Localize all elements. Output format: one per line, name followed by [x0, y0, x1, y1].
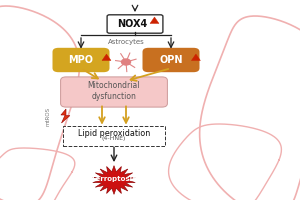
Polygon shape: [150, 17, 159, 23]
Text: mtROS: mtROS: [46, 106, 50, 126]
FancyBboxPatch shape: [107, 15, 163, 33]
Circle shape: [122, 59, 130, 65]
FancyBboxPatch shape: [52, 48, 110, 72]
Polygon shape: [191, 54, 200, 60]
Polygon shape: [102, 54, 111, 60]
Polygon shape: [93, 166, 135, 194]
Text: Lipid peroxidation: Lipid peroxidation: [78, 129, 150, 138]
Text: (4-HNE): (4-HNE): [102, 136, 126, 141]
Text: Mitochondrial
dysfunction: Mitochondrial dysfunction: [88, 81, 140, 101]
Text: Astrocytes: Astrocytes: [108, 39, 144, 45]
Text: Ferroptosis: Ferroptosis: [91, 176, 137, 182]
Text: OPN: OPN: [159, 55, 183, 65]
FancyBboxPatch shape: [63, 126, 165, 146]
FancyBboxPatch shape: [61, 77, 167, 107]
Text: NOX4: NOX4: [118, 19, 148, 29]
Polygon shape: [61, 109, 70, 123]
Text: MPO: MPO: [68, 55, 94, 65]
FancyBboxPatch shape: [142, 48, 200, 72]
